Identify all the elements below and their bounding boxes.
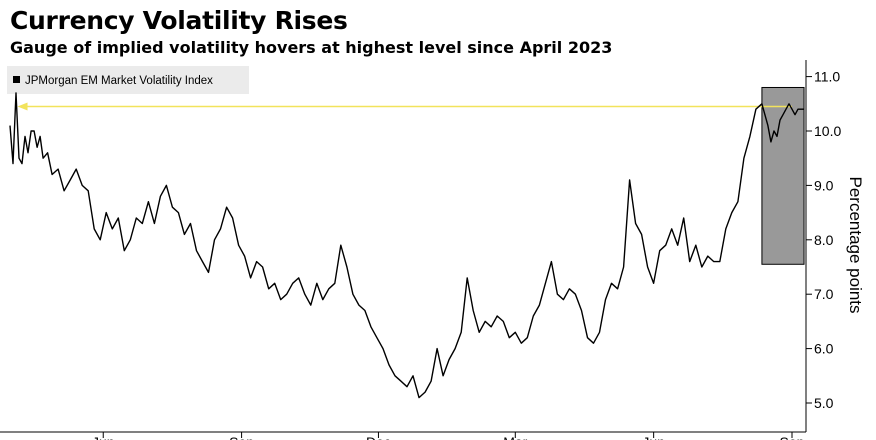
arrow-head (17, 102, 28, 111)
y-tick-label: 11.0 (814, 69, 840, 85)
x-tick-label: Jun (642, 434, 665, 440)
chart-subtitle: Gauge of implied volatility hovers at hi… (10, 38, 613, 57)
legend-entry-label: JPMorgan EM Market Volatility Index (25, 75, 213, 87)
legend-box (7, 66, 249, 94)
annotation-layer (17, 86, 805, 265)
x-tick-label: Jun (92, 434, 115, 440)
x-axis-ticks: Jun Sep Dec Mar Jun Sep (92, 432, 805, 440)
series-line (9, 92, 804, 399)
x-tick-label: Sep (780, 434, 805, 440)
legend-swatch (13, 76, 20, 83)
y-tick-label: 7.0 (814, 286, 834, 302)
y-tick-label: 10.0 (814, 123, 841, 139)
highlight-box (761, 86, 805, 265)
x-tick-label: Dec (366, 434, 391, 440)
y-axis-ticks: 5.0 6.0 7.0 8.0 9.0 10.0 11.0 (806, 69, 841, 411)
x-tick-label: Sep (229, 434, 254, 440)
y-tick-label: 8.0 (814, 232, 834, 248)
x-tick-label: Mar (503, 434, 527, 440)
series-layer (9, 92, 804, 399)
y-tick-label: 6.0 (814, 341, 834, 357)
y-axis-label: Percentage points (846, 176, 865, 313)
chart-title: Currency Volatility Rises (10, 6, 348, 35)
y-tick-label: 5.0 (814, 395, 834, 411)
y-tick-label: 9.0 (814, 177, 834, 193)
